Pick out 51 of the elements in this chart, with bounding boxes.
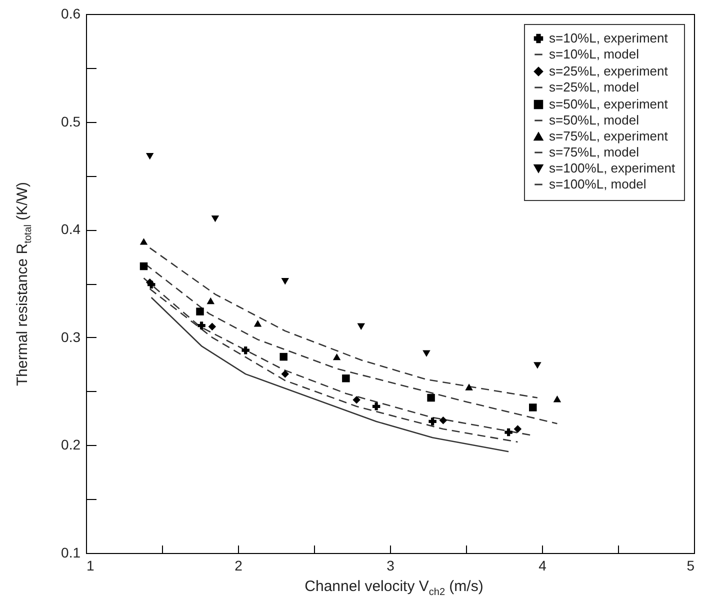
point [553,395,562,402]
legend-label: s=75%L, model [549,144,640,160]
point [465,384,473,390]
x-tick-label: 4 [538,558,547,574]
point [281,278,289,285]
point [196,308,204,316]
point [198,322,206,330]
point [242,346,250,354]
point [254,320,262,327]
point [140,238,148,245]
point [439,416,448,424]
point [534,362,542,369]
legend-label: s=25%L, experiment [549,64,668,78]
y-tick-label: 0.3 [61,328,81,345]
point [211,215,220,222]
point [357,323,365,330]
legend-label: s=10%L, experiment [549,30,668,46]
legend-label: s=100%L, experiment [549,160,676,176]
line-series [149,247,538,398]
point [352,396,360,404]
point [280,352,288,361]
point [422,350,430,357]
legend-label: s=75%L, experiment [549,128,668,144]
x-tick-label: 5 [686,558,695,574]
x-tick-label: 2 [234,558,243,574]
point [332,353,341,360]
y-tick-label: 0.6 [61,6,81,22]
legend-label: s=25%L, model [549,80,640,94]
point [140,262,148,270]
point [514,425,522,433]
point [529,404,537,412]
y-tick-label: 0.1 [61,544,81,560]
point [146,152,154,160]
y-tick-label: 0.5 [61,113,81,130]
x-tick-label: 1 [86,558,94,574]
legend-label: s=50%L, experiment [549,96,668,112]
legend-label: s=10%L, model [549,46,640,62]
y-tick-label: 0.4 [61,221,81,238]
point [372,402,380,410]
legend-label: s=50%L, model [549,112,640,128]
point [208,322,216,330]
point [342,374,350,382]
x-axis-title: Channel velocity V$_{ch2}$ (m/s) [304,578,484,598]
legend-label: s=100%L, model [549,176,646,192]
point [504,428,512,436]
point [281,370,289,378]
point [206,297,215,304]
point [427,394,435,402]
point [428,418,436,426]
x-tick-label: 3 [386,558,395,574]
y-tick-label: 0.2 [61,436,81,453]
